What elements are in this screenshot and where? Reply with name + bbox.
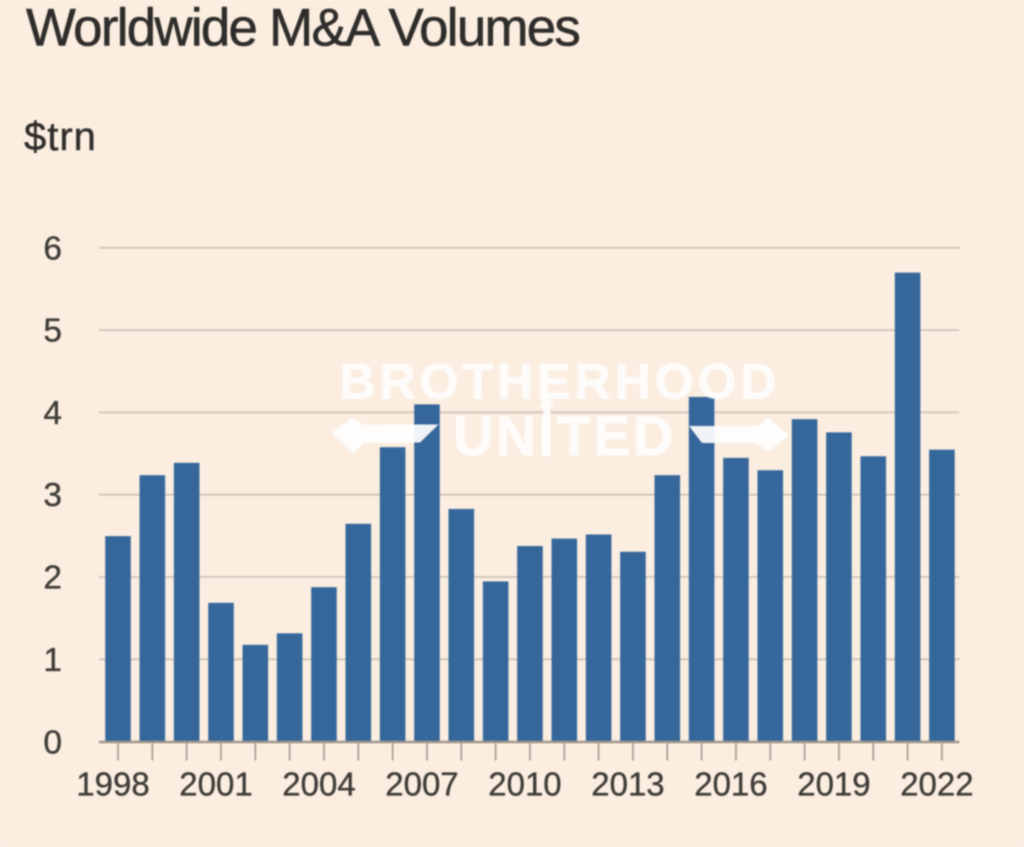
svg-text:5: 5	[43, 313, 62, 350]
svg-text:2010: 2010	[488, 766, 561, 803]
svg-text:2016: 2016	[694, 766, 767, 803]
svg-text:4: 4	[43, 395, 62, 432]
svg-text:UNITED: UNITED	[453, 405, 676, 467]
svg-text:BROTHERHOOD: BROTHERHOOD	[339, 354, 780, 410]
svg-text:1: 1	[43, 642, 62, 679]
svg-text:0: 0	[43, 725, 62, 762]
svg-text:$trn: $trn	[24, 115, 97, 159]
svg-text:1998: 1998	[76, 766, 149, 803]
svg-text:2019: 2019	[797, 766, 870, 803]
svg-text:2013: 2013	[591, 766, 664, 803]
svg-text:Worldwide M&A Volumes: Worldwide M&A Volumes	[26, 0, 579, 58]
svg-text:2004: 2004	[282, 766, 355, 803]
svg-text:2: 2	[43, 560, 62, 597]
svg-text:2007: 2007	[385, 766, 458, 803]
svg-text:3: 3	[43, 477, 62, 514]
svg-text:2001: 2001	[179, 766, 252, 803]
svg-text:2022: 2022	[900, 766, 973, 803]
svg-text:6: 6	[43, 230, 62, 267]
